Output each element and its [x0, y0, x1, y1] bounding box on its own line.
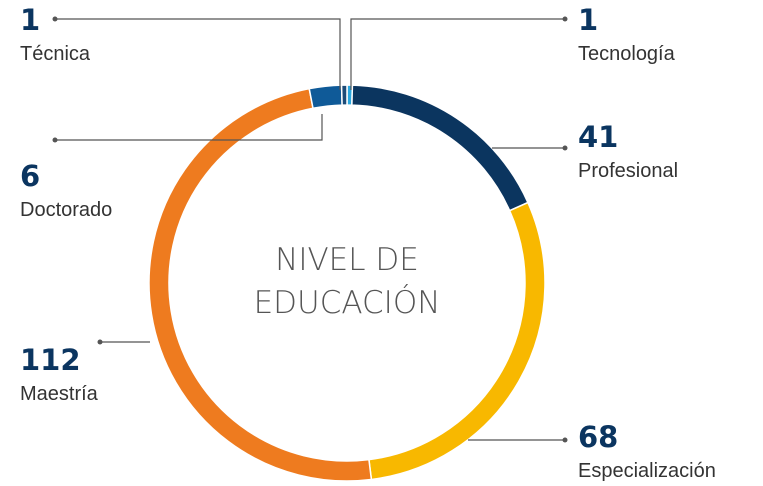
leader-line [55, 114, 323, 141]
value-label: 1 [578, 3, 598, 37]
category-label: Técnica [20, 43, 91, 65]
value-label: 112 [20, 343, 81, 377]
category-label: Profesional [578, 160, 678, 182]
category-label: Especialización [578, 460, 716, 482]
value-label: 6 [20, 159, 40, 193]
category-label: Tecnología [578, 43, 676, 65]
donut-segment [340, 84, 348, 106]
center-text: EDUCACIÓN [254, 284, 441, 321]
center-text: NIVEL DE [275, 242, 419, 278]
leader-line [350, 18, 565, 90]
value-label: 41 [578, 120, 618, 154]
leader-line [55, 18, 341, 90]
leader-dot [52, 16, 58, 22]
value-label: 68 [578, 420, 618, 454]
leader-dot [562, 16, 568, 22]
category-label: Doctorado [20, 199, 112, 221]
leader-dot [562, 145, 568, 151]
donut-segment [308, 84, 343, 110]
leader-dot [562, 437, 568, 443]
category-label: Maestría [20, 383, 99, 405]
leader-dot [52, 137, 58, 143]
leader-dot [97, 339, 103, 345]
value-label: 1 [20, 3, 40, 37]
